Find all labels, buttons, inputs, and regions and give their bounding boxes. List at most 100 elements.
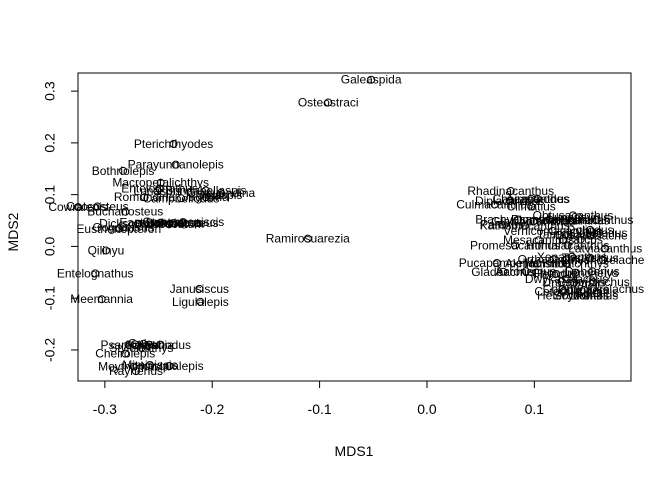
x-tick-label: -0.2 (200, 401, 224, 417)
data-point (196, 297, 205, 306)
point-label: Acronemus (495, 264, 556, 278)
data-point (169, 139, 178, 148)
point-label: Rhadinacanthus (467, 184, 554, 198)
data-point (490, 200, 499, 209)
data-point (140, 193, 149, 202)
point-label: Compagopiscis (142, 215, 224, 229)
point-label: Campbellodus (143, 191, 220, 205)
data-point (169, 219, 178, 228)
data-point (592, 216, 601, 225)
point-label: Eusthenopteron (76, 222, 161, 236)
data-point (505, 196, 514, 205)
point-label: Hamiltonichthys (524, 256, 609, 270)
y-axis-label: MDS2 (5, 212, 21, 251)
data-point (171, 160, 180, 169)
point-label: Pucapampella (459, 256, 535, 270)
data-point (579, 285, 588, 294)
point-label: Ischnacanthus (532, 214, 609, 228)
data-point (549, 255, 558, 264)
data-point (520, 221, 529, 230)
y-axis: -0.2 -0.1 0.0 0.1 0.2 0.3 (42, 81, 79, 362)
point-label: Vernicomacanthus (503, 224, 602, 238)
data-point (139, 339, 148, 348)
data-point (324, 98, 333, 107)
data-point (514, 215, 523, 224)
data-point (145, 360, 154, 369)
point-label: Homalacanthus (526, 238, 609, 252)
data-point (131, 367, 140, 376)
point-label: Orthacanthus (518, 252, 590, 266)
data-point (124, 340, 133, 349)
data-point (574, 213, 583, 222)
data-point (93, 202, 102, 211)
point-labels: Galeaspida Osteostraci Pterichthyodes Paray… (48, 73, 644, 378)
x-axis-label: MDS1 (335, 443, 374, 459)
y-tick-label: 0.3 (42, 81, 58, 101)
data-point (498, 220, 507, 229)
point-label: Xenacanthus (537, 250, 607, 264)
data-point (499, 267, 508, 276)
point-label: Psarolepis (100, 338, 156, 352)
data-point (571, 268, 580, 277)
point-label: Dunkleosteus (146, 216, 219, 230)
y-tick-label: 0.1 (42, 185, 58, 205)
data-point (137, 343, 146, 352)
data-point (492, 258, 501, 267)
data-point (119, 223, 128, 232)
point-label: Latviacanthus (568, 241, 642, 255)
data-point (562, 275, 571, 284)
data-point (521, 267, 530, 276)
data-point (511, 241, 520, 250)
x-tick-label: -0.3 (93, 401, 117, 417)
point-label: Qilinyu (88, 244, 125, 258)
point-label: Brachyacanthus (475, 212, 561, 226)
point-label: Romundina (114, 190, 176, 204)
data-point (91, 269, 100, 278)
data-point (165, 361, 174, 370)
data-point (155, 184, 164, 193)
point-label: Ligulalepis (172, 295, 229, 309)
point-label: Brindabellaspis (165, 184, 246, 198)
point-label: Dracopristis (542, 276, 605, 290)
data-point (129, 362, 138, 371)
point-label: Heterodontus (537, 289, 609, 303)
data-point (567, 252, 576, 261)
point-label: Euthacanthus (560, 213, 633, 227)
point-label: Chlamydoselachus (543, 282, 644, 296)
data-point (215, 191, 224, 200)
data-point (563, 241, 572, 250)
point-label: Scyliorhinus (554, 289, 619, 303)
data-point (101, 246, 110, 255)
point-label: Pterichthyodes (134, 137, 213, 151)
point-label: Entelognathus (57, 266, 134, 280)
point-label: Obtusacanthus (533, 208, 614, 222)
data-point (527, 194, 536, 203)
point-label: Gemuendina (186, 186, 255, 200)
data-point (548, 226, 557, 235)
point-label: Gladbachus (471, 265, 535, 279)
point-label: Cobelodus (570, 226, 627, 240)
point-label: Cowralepis (48, 200, 107, 214)
y-tick-label: 0.2 (42, 133, 58, 153)
point-label: Styloichthys (109, 341, 173, 355)
point-label: Ramirosuarezia (266, 232, 350, 246)
point-label: Bothriolepis (92, 164, 155, 178)
point-label: Tamiobatis (537, 228, 594, 242)
data-point (533, 194, 542, 203)
point-label: Parayunnanolepis (128, 158, 224, 172)
data-point (588, 267, 597, 276)
point-label: Galeaspida (341, 73, 402, 87)
point-label: Culmacanthus (456, 197, 533, 211)
point-label: Lunaspis (133, 184, 181, 198)
data-point (570, 278, 579, 287)
data-point (576, 235, 585, 244)
point-label: Ozarcus (558, 233, 603, 247)
point-label: Kathemacanthus (480, 219, 570, 233)
data-point (153, 187, 162, 196)
point-label: Janusiscus (170, 282, 229, 296)
x-axis: -0.3 -0.2 -0.1 0.0 0.1 (93, 380, 544, 417)
point-label: Gladiobranchus (491, 215, 575, 229)
point-label: Tristychius (562, 251, 619, 265)
data-point (581, 291, 590, 300)
point-label: Squalus (575, 286, 618, 300)
